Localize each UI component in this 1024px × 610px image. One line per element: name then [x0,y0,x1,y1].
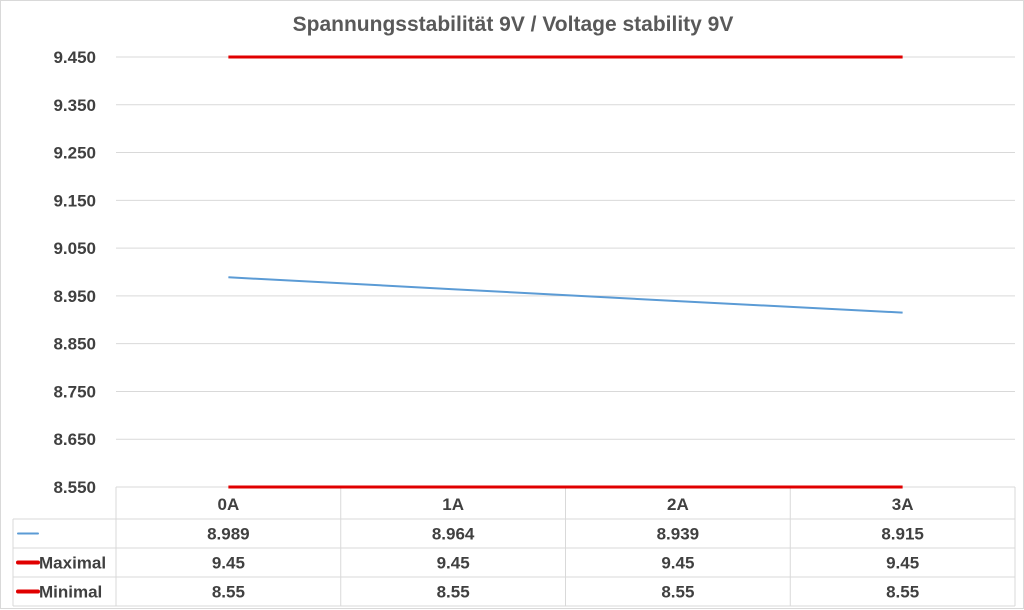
category-label: 3A [892,495,914,514]
y-tick-label: 9.050 [53,239,96,258]
table-cell-value: 8.55 [886,583,919,602]
table-cell-value: 9.45 [437,554,470,573]
series-line [228,277,902,312]
category-label: 2A [667,495,689,514]
y-tick-label: 8.650 [53,430,96,449]
table-cell-value: 9.45 [886,554,919,573]
table-cell-value: 8.989 [207,525,250,544]
table-cell-value: 8.55 [212,583,245,602]
table-cell-value: 9.45 [661,554,694,573]
y-tick-label: 9.150 [53,191,96,210]
y-tick-label: 9.450 [53,48,96,67]
series-name: Maximal [39,554,106,573]
y-tick-label: 9.250 [53,144,96,163]
category-label: 1A [442,495,464,514]
table-cell-value: 8.939 [657,525,700,544]
table-cell-value: 8.55 [437,583,470,602]
table-cell-value: 9.45 [212,554,245,573]
y-tick-label: 9.350 [53,96,96,115]
y-tick-label: 8.850 [53,335,96,354]
series-layer [228,57,902,487]
table-cell-value: 8.964 [432,525,475,544]
table-cell-value: 8.55 [661,583,694,602]
y-tick-label: 8.750 [53,382,96,401]
category-label: 0A [218,495,240,514]
series-name: Minimal [39,583,102,602]
y-tick-label: 8.550 [53,478,96,497]
y-tick-label: 8.950 [53,287,96,306]
grid-layer [116,57,1015,487]
data-table: 0A 1A 2A 3A 8.989 8.964 8.939 8.915 Maximal 9.45 9… [13,487,1015,606]
table-cell-value: 8.915 [881,525,924,544]
y-axis-ticks: 9.450 9.350 9.250 9.150 9.050 8.950 8.850 8.750… [53,48,96,497]
chart-title: Spannungsstabilität 9V / Voltage stabili… [293,13,734,36]
